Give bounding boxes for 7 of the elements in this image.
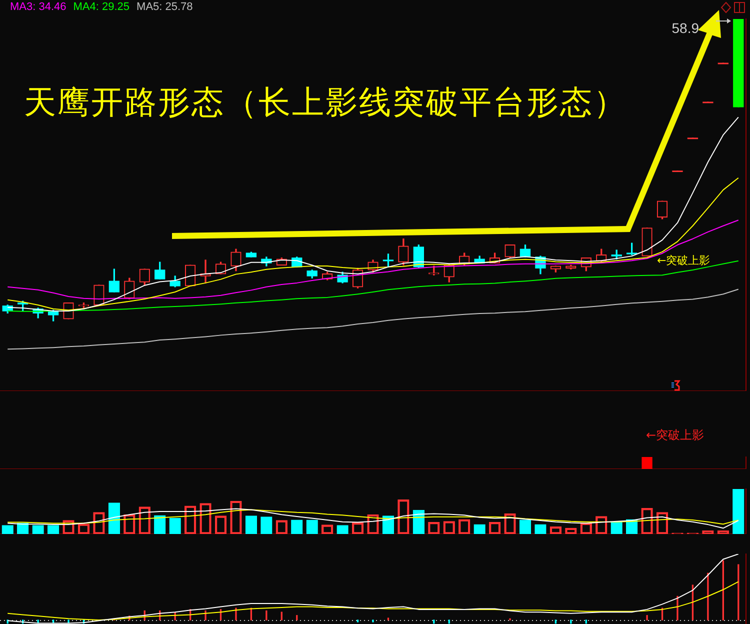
annotation: ←突破上影 <box>657 254 710 267</box>
text: MA5: 25.78 <box>136 1 193 13</box>
text: 天鹰开路形态（长上影线突破平台形态） <box>24 83 627 121</box>
text: ←突破上影 <box>646 428 704 442</box>
annotation: 58.9 <box>672 20 699 36</box>
text: MA4: 29.25 <box>73 1 130 13</box>
text: MA3: 34.46 <box>10 1 66 13</box>
